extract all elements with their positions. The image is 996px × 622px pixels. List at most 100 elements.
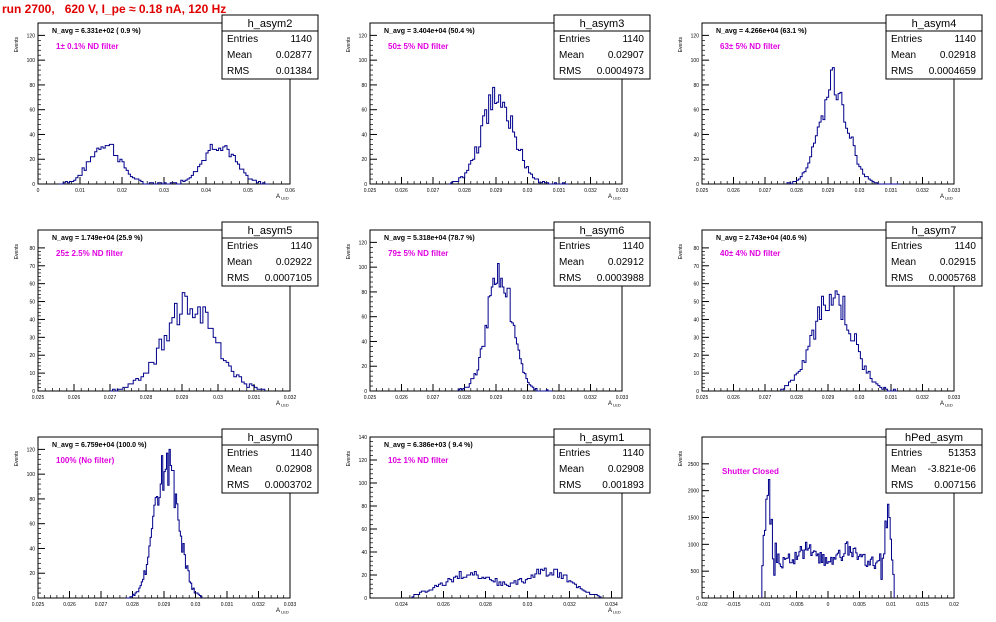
- x-tick-label: 0.027: [427, 395, 440, 401]
- x-tick-label: 0.024: [395, 602, 408, 608]
- y-tick-label: 40: [361, 132, 367, 138]
- x-tick-label: 0.027: [759, 395, 772, 401]
- x-tick-label: 0.03: [523, 395, 533, 401]
- histogram-panel-h_asym7: 0 10 20 30 40 50 60 70 80 0.025 0.026 0.027 0.028 0.0…: [664, 207, 996, 414]
- x-tick-label: 0: [827, 602, 830, 608]
- x-tick-label: 0.027: [95, 602, 108, 608]
- stats-title: h_asym5: [248, 225, 293, 237]
- histogram-panel-hPed_asym: 0 500 1000 1500 2000 2500 -0.02 -0.015 -0.01 -0.0…: [664, 414, 996, 621]
- stats-label: Mean: [227, 257, 252, 268]
- stats-label: Entries: [227, 34, 258, 45]
- stats-title: h_asym3: [580, 18, 625, 30]
- y-tick-label: 40: [29, 132, 35, 138]
- y-tick-label: 500: [691, 569, 700, 575]
- stats-box: [885, 221, 983, 287]
- histogram-panel-h_asym2: 0 20 40 60 80 100 120 0 0.01 0.02 0.03 0.04 0.05 0.06…: [0, 0, 332, 207]
- x-tick-label: 0.025: [696, 188, 709, 194]
- y-axis-title: Events: [346, 451, 352, 467]
- y-tick-label: 40: [693, 132, 699, 138]
- x-tick-label: 0.029: [490, 395, 503, 401]
- y-tick-label: 120: [359, 33, 368, 39]
- y-tick-label: 60: [361, 315, 367, 321]
- x-tick-label: 0.032: [916, 395, 929, 401]
- x-tick-label: -0.02: [696, 602, 708, 608]
- stats-value: 51353: [948, 448, 976, 459]
- x-tick-label: 0.026: [437, 602, 450, 608]
- stats-label: RMS: [559, 66, 582, 77]
- stats-value: 1140: [290, 34, 312, 45]
- stats-label: RMS: [559, 273, 582, 284]
- y-tick-label: 100: [359, 58, 368, 64]
- histogram-svg: 0 20 40 60 80 100 120 0 0.01 0.02 0.03 0.04 0.05 0.06…: [14, 14, 319, 201]
- y-tick-label: 120: [691, 33, 700, 39]
- y-tick-label: 70: [693, 264, 699, 270]
- stats-label: RMS: [891, 273, 914, 284]
- navg-label: N_avg = 6.759e+04 (100.0 %): [52, 442, 147, 449]
- y-tick-label: 40: [361, 550, 367, 556]
- y-tick-label: 60: [693, 108, 699, 114]
- x-tick-label: 0.03: [159, 188, 169, 194]
- x-tick-label: 0.029: [490, 188, 503, 194]
- stats-label: RMS: [227, 480, 250, 491]
- navg-label: N_avg = 6.331e+02 ( 0.9 %): [52, 28, 141, 35]
- y-tick-label: 0: [696, 182, 699, 188]
- run-title: run 2700, 620 V, I_pe ≈ 0.18 nA, 120 Hz: [2, 2, 227, 16]
- stats-title: h_asym2: [248, 18, 293, 30]
- y-tick-label: 70: [29, 264, 35, 270]
- stats-value: 0.0004659: [929, 66, 977, 77]
- stats-value: 0.02922: [276, 257, 313, 268]
- y-tick-label: 10: [693, 371, 699, 377]
- plot-frame: [37, 229, 291, 392]
- y-tick-label: 20: [361, 157, 367, 163]
- histogram-panel-h_asym4: 0 20 40 60 80 100 120 0.025 0.026 0.027 0.028 0.029…: [664, 0, 996, 207]
- x-tick-label: 0.033: [948, 188, 961, 194]
- histogram-line: [59, 143, 269, 185]
- y-tick-label: 40: [29, 546, 35, 552]
- stats-label: Mean: [227, 50, 252, 61]
- x-axis-title: ALED: [608, 194, 621, 201]
- histogram-panel-h_asym6: 0 20 40 60 80 100 120 0.025 0.026 0.027 0.028 0.029…: [332, 207, 664, 414]
- stats-label: RMS: [227, 273, 250, 284]
- y-tick-label: 0: [364, 596, 367, 602]
- y-tick-label: 60: [29, 282, 35, 288]
- y-tick-label: 20: [29, 353, 35, 359]
- y-tick-label: 1000: [688, 542, 699, 548]
- x-tick-label: 0.03: [855, 395, 865, 401]
- x-tick-label: 0.033: [616, 395, 629, 401]
- y-tick-label: 1500: [688, 516, 699, 522]
- x-tick-label: 0.05: [243, 188, 253, 194]
- x-tick-label: 0.06: [285, 188, 295, 194]
- y-tick-label: 20: [693, 157, 699, 163]
- histogram-panel-h_asym5: 0 10 20 30 40 50 60 70 80 0.025 0.026 0.027 0.028 0.0…: [0, 207, 332, 414]
- stats-label: RMS: [559, 480, 582, 491]
- stats-label: Mean: [559, 50, 584, 61]
- y-tick-label: 0: [32, 182, 35, 188]
- y-tick-label: 20: [29, 571, 35, 577]
- histogram-svg: 0 10 20 30 40 50 60 70 80 0.025 0.026 0.027 0.028 0.0…: [678, 221, 983, 408]
- x-tick-label: 0.029: [822, 395, 835, 401]
- y-tick-label: 80: [361, 290, 367, 296]
- histogram-line: [786, 67, 901, 185]
- y-tick-label: 50: [29, 300, 35, 306]
- x-tick-label: 0.026: [395, 395, 408, 401]
- x-axis-title: ALED: [608, 608, 621, 615]
- y-tick-label: 20: [693, 353, 699, 359]
- y-tick-label: 120: [27, 33, 36, 39]
- y-tick-label: 0: [364, 389, 367, 395]
- stats-value: 1140: [622, 34, 644, 45]
- x-tick-label: 0.032: [584, 188, 597, 194]
- x-tick-label: 0.026: [395, 188, 408, 194]
- x-tick-label: 0.03: [523, 188, 533, 194]
- y-axis-title: Events: [678, 244, 684, 260]
- stats-value: 0.02908: [276, 464, 313, 475]
- stats-value: 0.0003988: [597, 273, 645, 284]
- y-tick-label: 60: [29, 522, 35, 528]
- x-tick-label: 0.03: [523, 602, 533, 608]
- stats-box: [221, 14, 319, 80]
- x-tick-label: 0.02: [117, 188, 127, 194]
- stats-value: 0.02915: [940, 257, 977, 268]
- x-tick-label: 0.028: [790, 188, 803, 194]
- x-tick-label: 0.025: [364, 188, 377, 194]
- x-tick-label: 0.026: [63, 602, 76, 608]
- stats-label: Entries: [227, 448, 258, 459]
